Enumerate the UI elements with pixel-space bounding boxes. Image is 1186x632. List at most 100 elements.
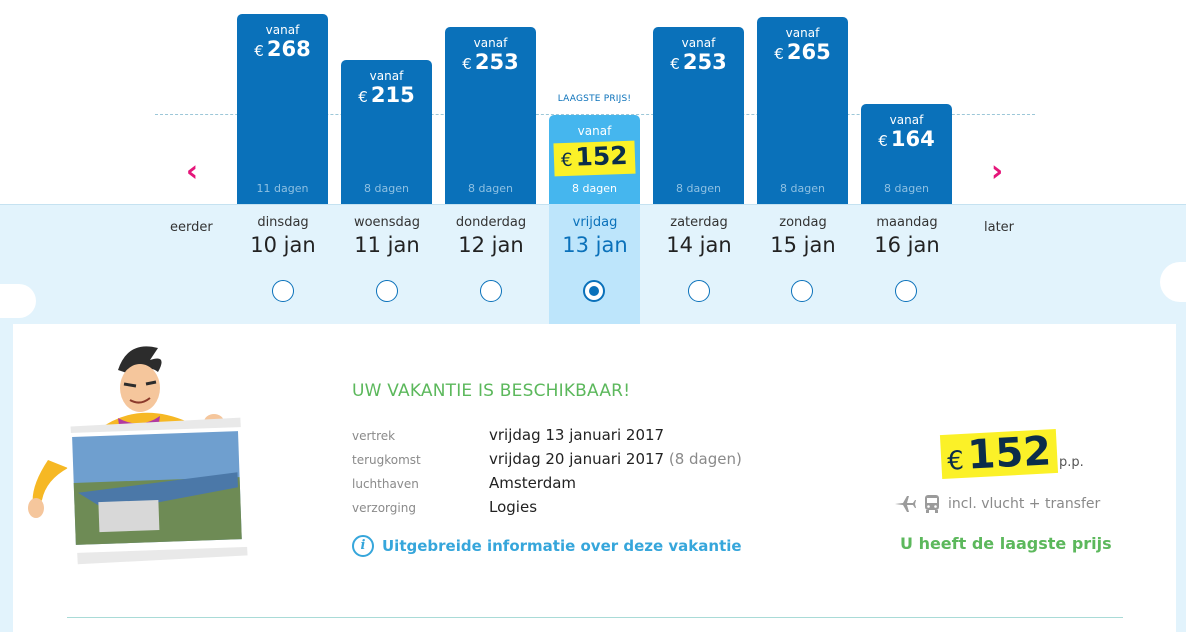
date-option-6[interactable]: zondag 15 jan <box>751 215 855 259</box>
date-day: 10 jan <box>250 233 316 257</box>
date-weekday: maandag <box>876 215 938 230</box>
detail-value: vrijdag 20 januari 2017 (8 dagen) <box>489 450 742 468</box>
date-day: 14 jan <box>666 233 732 257</box>
date-option-2[interactable]: woensdag 11 jan <box>335 215 439 259</box>
date-weekday: dinsdag <box>257 215 309 230</box>
price-bar-6[interactable]: vanaf €265 8 dagen <box>757 17 848 204</box>
bar-currency: € <box>462 55 472 73</box>
per-person-label: p.p. <box>1059 455 1084 470</box>
price-bar-7[interactable]: vanaf €164 8 dagen <box>861 104 952 204</box>
total-price: € 152 p.p. <box>939 426 1084 480</box>
bar-price-value: 253 <box>474 50 519 74</box>
date-option-7[interactable]: maandag 16 jan <box>855 215 959 259</box>
date-option-3[interactable]: donderdag 12 jan <box>439 215 543 259</box>
date-option-1[interactable]: dinsdag 10 jan <box>231 215 335 259</box>
date-day: 16 jan <box>874 233 940 257</box>
detail-value: Amsterdam <box>489 474 576 492</box>
price-bar-1[interactable]: vanaf €268 11 dagen <box>237 14 328 204</box>
bar-price: €152 <box>553 140 636 177</box>
price-bar-5[interactable]: vanaf €253 8 dagen <box>653 27 744 204</box>
lowest-price-message: U heeft de laagste prijs <box>900 534 1112 553</box>
bar-price-value: 265 <box>786 40 831 64</box>
date-radio-7[interactable] <box>895 280 917 302</box>
lowest-price-label: LAAGSTE PRIJS! <box>557 94 632 104</box>
detail-label: vertrek <box>352 429 396 443</box>
bar-duration: 8 dagen <box>676 182 721 195</box>
bar-currency: € <box>254 42 264 60</box>
includes-info: incl. vlucht + transfer <box>894 494 1100 514</box>
bar-price-value: 215 <box>370 83 415 107</box>
date-weekday: donderdag <box>455 215 527 230</box>
bar-currency: € <box>670 55 680 73</box>
bar-price: €268 <box>237 37 328 63</box>
price-bar-2[interactable]: vanaf €215 8 dagen <box>341 60 432 204</box>
bar-vanaf-label: vanaf <box>889 113 924 127</box>
detail-value-text: vrijdag 20 januari 2017 <box>489 450 665 468</box>
bar-price: €164 <box>861 127 952 153</box>
date-weekday: vrijdag <box>572 215 618 230</box>
bar-duration: 8 dagen <box>572 182 617 195</box>
bar-currency: € <box>774 45 784 63</box>
date-radio-1[interactable] <box>272 280 294 302</box>
detail-value-text: Logies <box>489 498 538 516</box>
bar-currency: € <box>560 149 574 172</box>
date-option-5[interactable]: zaterdag 14 jan <box>647 215 751 259</box>
date-day: 15 jan <box>770 233 836 257</box>
date-radio-6[interactable] <box>791 280 813 302</box>
bar-price-value: 152 <box>575 140 629 172</box>
bar-duration: 11 dagen <box>256 182 309 195</box>
plane-icon <box>895 496 916 512</box>
detail-value: vrijdag 13 januari 2017 <box>489 426 664 444</box>
availability-title: UW VAKANTIE IS BESCHIKBAAR! <box>352 381 631 401</box>
bar-currency: € <box>878 132 888 150</box>
bar-duration: 8 dagen <box>884 182 929 195</box>
price-bar-3[interactable]: vanaf €253 8 dagen <box>445 27 536 204</box>
detail-value-text: vrijdag 13 januari 2017 <box>489 426 665 444</box>
bar-vanaf-label: vanaf <box>785 26 820 40</box>
later-link[interactable]: later <box>984 220 1015 235</box>
earlier-link[interactable]: eerder <box>170 220 213 235</box>
bar-vanaf-label: vanaf <box>369 69 404 83</box>
card-divider <box>67 617 1123 618</box>
includes-label: incl. vlucht + transfer <box>948 496 1101 512</box>
date-day: 13 jan <box>562 233 628 257</box>
info-icon: i <box>352 535 374 557</box>
date-weekday: woensdag <box>353 215 421 230</box>
date-day: 12 jan <box>458 233 524 257</box>
bar-price: €253 <box>653 50 744 76</box>
bar-price: €253 <box>445 50 536 76</box>
date-day: 11 jan <box>354 233 420 257</box>
detail-value-extra: (8 dagen) <box>668 450 742 468</box>
previous-arrow-icon[interactable]: ‹ <box>185 154 199 189</box>
date-radio-2[interactable] <box>376 280 398 302</box>
bar-vanaf-label: vanaf <box>265 23 300 37</box>
bar-duration: 8 dagen <box>780 182 825 195</box>
price-bar-4[interactable]: vanaf €152 8 dagen <box>549 115 640 204</box>
next-arrow-icon[interactable]: › <box>990 154 1004 189</box>
mascot-holding-photo-illustration <box>28 346 249 565</box>
bar-currency: € <box>358 88 368 106</box>
more-info-label: Uitgebreide informatie over deze vakanti… <box>382 537 742 555</box>
bar-vanaf-label: vanaf <box>681 36 716 50</box>
date-radio-5[interactable] <box>688 280 710 302</box>
bar-duration: 8 dagen <box>468 182 513 195</box>
bar-duration: 8 dagen <box>364 182 409 195</box>
price-highlight: € 152 <box>939 428 1059 480</box>
cloud-decoration-right <box>1160 262 1186 302</box>
date-option-4[interactable]: vrijdag 13 jan <box>543 215 647 259</box>
detail-label: verzorging <box>352 501 416 515</box>
bar-price-value: 253 <box>682 50 727 74</box>
more-info-link[interactable]: i Uitgebreide informatie over deze vakan… <box>352 534 742 558</box>
cloud-decoration <box>0 284 36 318</box>
price-amount: 152 <box>966 428 1053 479</box>
bar-price-value: 164 <box>890 127 935 151</box>
bar-price: €215 <box>341 83 432 109</box>
detail-value-text: Amsterdam <box>489 474 577 492</box>
price-currency: € <box>946 445 965 477</box>
detail-label: luchthaven <box>352 477 419 491</box>
date-radio-4[interactable] <box>583 280 605 302</box>
bar-price-value: 268 <box>266 37 311 61</box>
detail-value: Logies <box>489 498 537 516</box>
bar-vanaf-label: vanaf <box>473 36 508 50</box>
date-radio-3[interactable] <box>480 280 502 302</box>
